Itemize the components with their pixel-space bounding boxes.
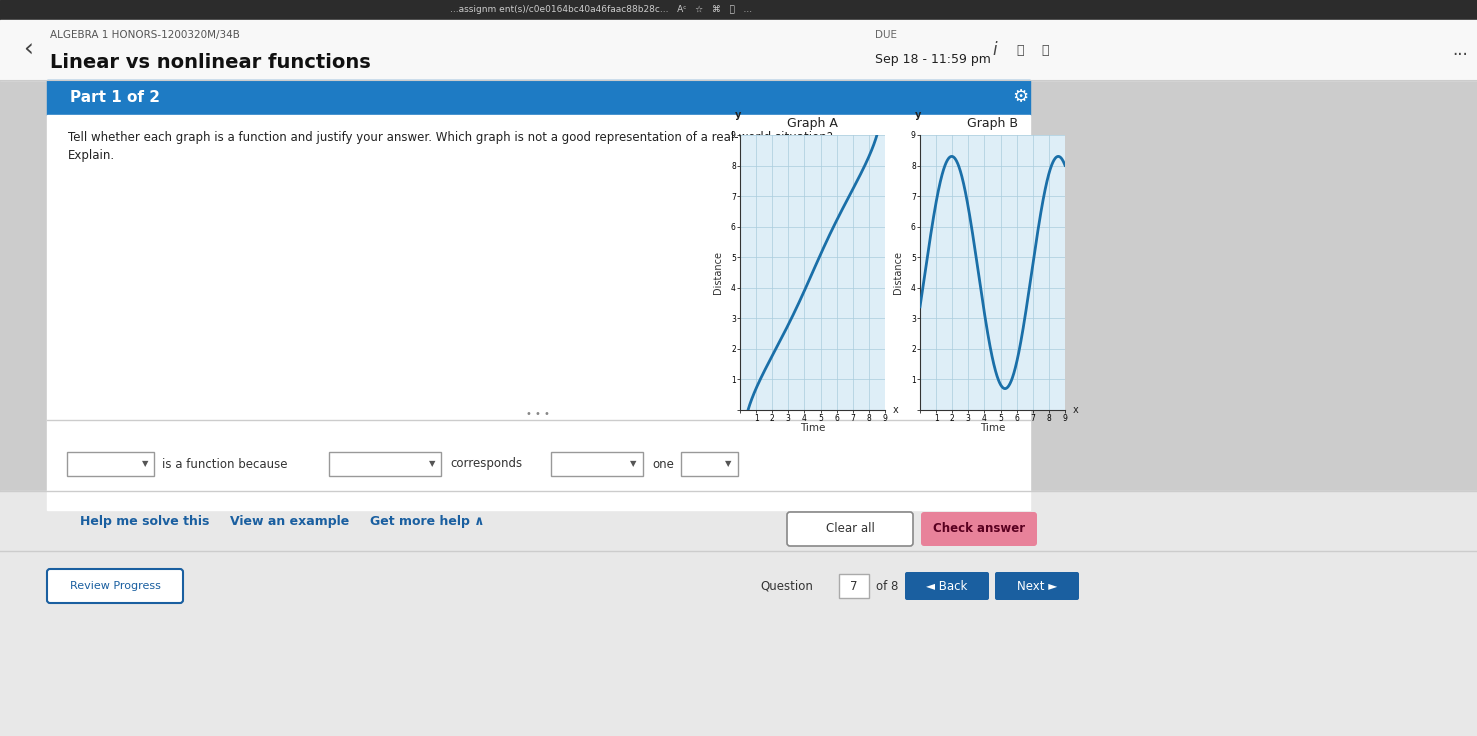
Text: Graph A: Graph A xyxy=(787,116,837,130)
Text: is a function because: is a function because xyxy=(162,458,288,470)
Bar xyxy=(0,0,1477,20)
FancyBboxPatch shape xyxy=(787,512,913,546)
Text: ALGEBRA 1 HONORS-1200320M/34B: ALGEBRA 1 HONORS-1200320M/34B xyxy=(50,30,239,40)
Text: Explain.: Explain. xyxy=(68,149,115,161)
Text: x: x xyxy=(894,405,899,415)
Text: Time: Time xyxy=(979,423,1006,433)
Text: i: i xyxy=(993,41,997,59)
Text: View an example: View an example xyxy=(230,514,349,528)
Text: Distance: Distance xyxy=(713,251,724,294)
Text: Check answer: Check answer xyxy=(933,523,1025,536)
Text: ...: ... xyxy=(1452,41,1468,59)
FancyBboxPatch shape xyxy=(47,569,183,603)
Bar xyxy=(47,420,1029,510)
Text: 7: 7 xyxy=(851,579,858,592)
Text: Distance: Distance xyxy=(894,251,902,294)
Text: Sep 18 - 11:59 pm: Sep 18 - 11:59 pm xyxy=(874,54,991,66)
Text: 🔒: 🔒 xyxy=(1016,43,1024,57)
Bar xyxy=(47,80,1029,115)
FancyBboxPatch shape xyxy=(995,572,1080,600)
Bar xyxy=(0,491,1477,736)
Text: x: x xyxy=(1074,405,1078,415)
Text: Clear all: Clear all xyxy=(826,523,874,536)
Text: Get more help ∧: Get more help ∧ xyxy=(371,514,484,528)
Text: ⚙: ⚙ xyxy=(1012,88,1028,107)
Text: ◄ Back: ◄ Back xyxy=(926,579,967,592)
Text: Graph B: Graph B xyxy=(967,116,1018,130)
Text: y: y xyxy=(916,110,922,120)
Text: corresponds: corresponds xyxy=(450,458,523,470)
FancyBboxPatch shape xyxy=(551,452,642,476)
Text: of 8: of 8 xyxy=(876,579,898,592)
Text: 💬: 💬 xyxy=(1041,43,1049,57)
FancyBboxPatch shape xyxy=(66,452,154,476)
FancyBboxPatch shape xyxy=(681,452,738,476)
Text: Next ►: Next ► xyxy=(1016,579,1058,592)
Text: Review Progress: Review Progress xyxy=(69,581,161,591)
Text: Help me solve this: Help me solve this xyxy=(80,514,210,528)
Text: Time: Time xyxy=(801,423,826,433)
Text: ▼: ▼ xyxy=(629,459,637,469)
Text: one: one xyxy=(651,458,674,470)
Text: Part 1 of 2: Part 1 of 2 xyxy=(69,90,160,105)
Text: Linear vs nonlinear functions: Linear vs nonlinear functions xyxy=(50,52,371,71)
FancyBboxPatch shape xyxy=(922,512,1037,546)
FancyBboxPatch shape xyxy=(839,574,868,598)
FancyBboxPatch shape xyxy=(905,572,990,600)
Text: ▼: ▼ xyxy=(725,459,731,469)
Text: y: y xyxy=(736,110,741,120)
Bar xyxy=(47,115,1029,420)
Text: Tell whether each graph is a function and justify your answer. Which graph is no: Tell whether each graph is a function an… xyxy=(68,130,833,144)
Text: ▼: ▼ xyxy=(142,459,148,469)
Bar xyxy=(0,20,1477,80)
Text: • • •: • • • xyxy=(526,409,549,419)
Text: Question: Question xyxy=(761,579,812,592)
Text: ...assignm ent(s)/c0e0164bc40a46faac88b28c...   Aᶜ   ☆   ⌘   ⛶   ...: ...assignm ent(s)/c0e0164bc40a46faac88b2… xyxy=(450,5,752,15)
FancyBboxPatch shape xyxy=(329,452,442,476)
Text: DUE: DUE xyxy=(874,30,897,40)
Text: ‹: ‹ xyxy=(24,38,32,62)
Text: ▼: ▼ xyxy=(428,459,436,469)
